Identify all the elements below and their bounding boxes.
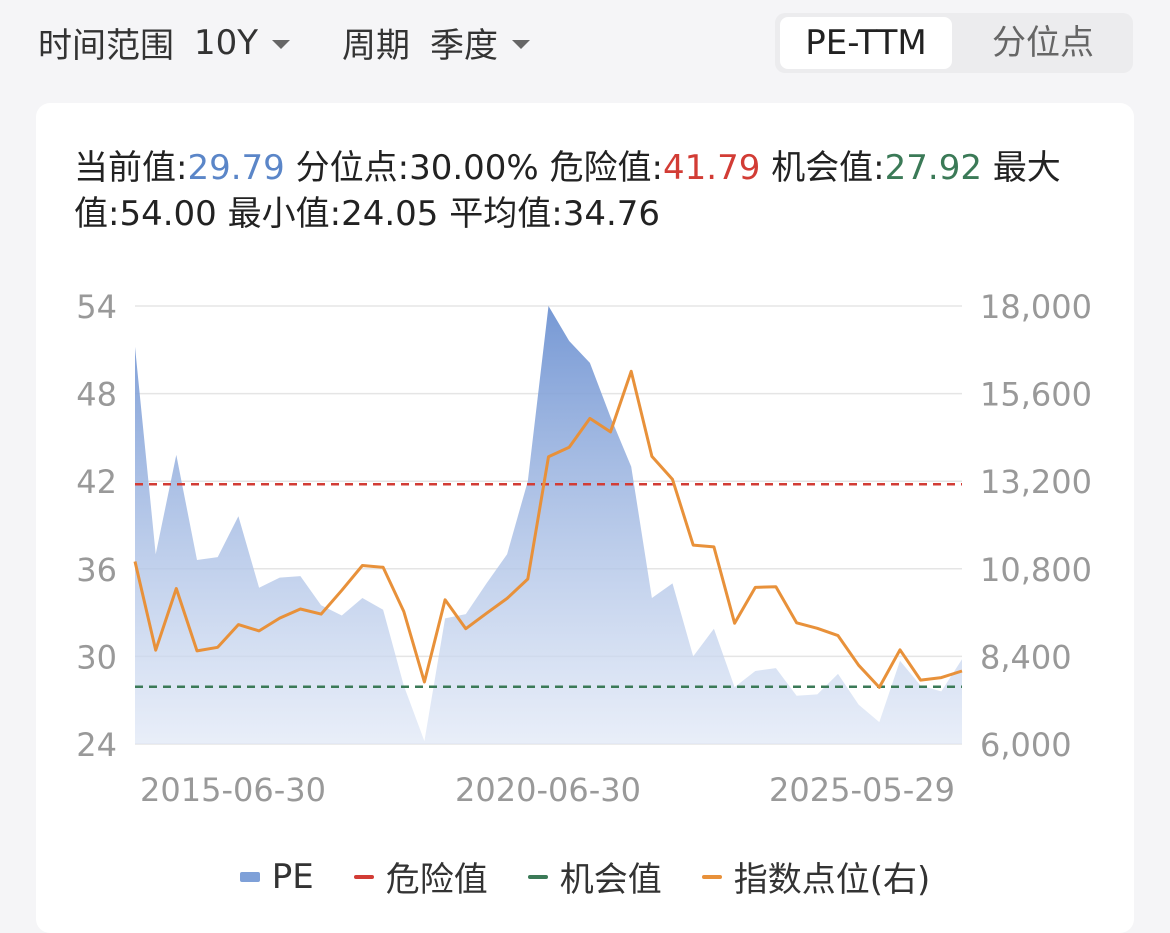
chance-value: 27.92 bbox=[884, 148, 982, 188]
max-value: 54.00 bbox=[119, 194, 217, 234]
left-tick-label: 54 bbox=[76, 288, 117, 326]
chevron-down-icon bbox=[512, 40, 530, 49]
legend-label-pe: PE bbox=[271, 856, 314, 897]
x-tick-label: 2015-06-30 bbox=[140, 771, 326, 809]
legend-swatch-pe bbox=[239, 871, 260, 882]
min-value: 24.05 bbox=[341, 194, 439, 234]
stats-summary: 当前值:29.79 分位点:30.00% 危险值:41.79 机会值:27.92… bbox=[74, 145, 1104, 237]
chevron-down-icon bbox=[272, 40, 291, 49]
right-tick-label: 10,800 bbox=[980, 551, 1092, 589]
legend-label-danger: 危险值 bbox=[385, 860, 488, 900]
time-range-filter[interactable]: 时间范围 10Y bbox=[38, 18, 291, 67]
period-value: 季度 bbox=[430, 26, 498, 66]
x-tick-label: 2020-06-30 bbox=[455, 771, 641, 809]
x-tick-label: 2025-05-29 bbox=[769, 771, 955, 809]
legend-item-chance[interactable]: 机会值 bbox=[527, 852, 662, 901]
max-label: 最大值: bbox=[74, 148, 1061, 234]
tab-percentile[interactable]: 分位点 bbox=[992, 23, 1094, 63]
period-label: 周期 bbox=[342, 26, 410, 66]
pe-area bbox=[135, 306, 962, 744]
legend-swatch-danger bbox=[353, 874, 374, 879]
chart-legend: PE 危险值 机会值 指数点位(右) bbox=[0, 852, 1170, 901]
left-tick-label: 48 bbox=[76, 376, 117, 414]
legend-item-danger[interactable]: 危险值 bbox=[353, 852, 488, 901]
chance-label: 机会值: bbox=[771, 148, 885, 188]
left-tick-label: 30 bbox=[76, 638, 117, 676]
left-tick-label: 42 bbox=[76, 463, 117, 501]
left-tick-label: 24 bbox=[76, 726, 117, 764]
legend-swatch-index bbox=[701, 874, 722, 879]
current-label: 当前值: bbox=[74, 148, 188, 188]
tab-pe-ttm[interactable]: PE-TTM bbox=[780, 17, 952, 69]
time-range-value: 10Y bbox=[194, 22, 259, 63]
min-label: 最小值: bbox=[227, 194, 342, 234]
toolbar: 时间范围 10Y 周期 季度 PE-TTM 分位点 bbox=[0, 0, 1170, 90]
right-tick-label: 18,000 bbox=[980, 288, 1092, 326]
index-line bbox=[133, 369, 963, 689]
right-tick-label: 8,400 bbox=[980, 638, 1072, 676]
legend-item-pe[interactable]: PE bbox=[239, 852, 314, 901]
avg-value: 34.76 bbox=[562, 194, 661, 234]
time-range-label: 时间范围 bbox=[38, 26, 174, 66]
left-tick-label: 36 bbox=[76, 551, 117, 589]
period-filter[interactable]: 周期 季度 bbox=[342, 18, 530, 67]
metric-segmented-control: PE-TTM 分位点 bbox=[775, 13, 1133, 73]
current-value: 29.79 bbox=[187, 148, 285, 188]
right-tick-label: 13,200 bbox=[980, 463, 1092, 501]
legend-label-chance: 机会值 bbox=[559, 860, 662, 900]
legend-label-index: 指数点位(右) bbox=[733, 860, 931, 900]
right-tick-label: 6,000 bbox=[980, 726, 1072, 764]
danger-label: 危险值: bbox=[549, 148, 664, 188]
legend-swatch-chance bbox=[527, 874, 548, 879]
legend-item-index[interactable]: 指数点位(右) bbox=[701, 852, 931, 901]
avg-label: 平均值: bbox=[449, 194, 563, 234]
danger-value: 41.79 bbox=[663, 148, 761, 188]
percentile-value: 30.00% bbox=[409, 148, 539, 188]
right-tick-label: 15,600 bbox=[980, 376, 1092, 414]
percentile-label: 分位点: bbox=[295, 148, 410, 188]
